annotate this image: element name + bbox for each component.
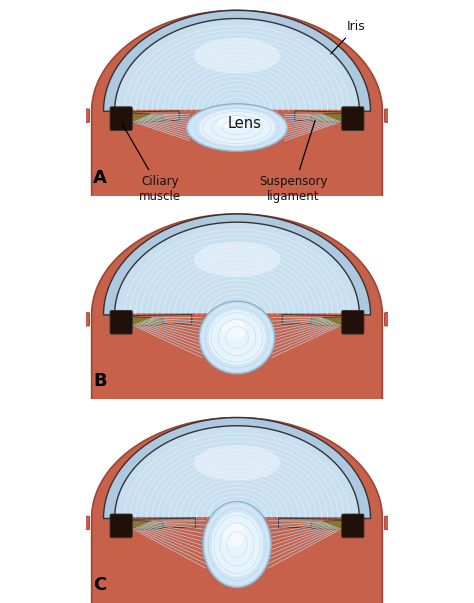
Polygon shape xyxy=(295,111,360,121)
Ellipse shape xyxy=(193,242,281,277)
Text: Ciliary
muscle: Ciliary muscle xyxy=(122,124,181,203)
Ellipse shape xyxy=(209,310,265,365)
Ellipse shape xyxy=(187,104,287,151)
FancyBboxPatch shape xyxy=(342,107,364,130)
Ellipse shape xyxy=(203,502,271,587)
Polygon shape xyxy=(311,113,344,123)
Ellipse shape xyxy=(199,301,275,374)
FancyBboxPatch shape xyxy=(61,109,90,122)
Text: Lens: Lens xyxy=(228,116,261,131)
Polygon shape xyxy=(311,520,344,530)
FancyBboxPatch shape xyxy=(110,107,132,130)
FancyBboxPatch shape xyxy=(384,109,413,122)
Text: C: C xyxy=(93,576,106,594)
FancyBboxPatch shape xyxy=(342,311,364,334)
Ellipse shape xyxy=(193,446,281,481)
Polygon shape xyxy=(91,214,383,426)
Text: B: B xyxy=(93,373,107,391)
Polygon shape xyxy=(279,518,360,528)
Text: Suspensory
ligament: Suspensory ligament xyxy=(259,121,328,203)
Polygon shape xyxy=(115,222,359,315)
FancyBboxPatch shape xyxy=(384,312,413,326)
FancyBboxPatch shape xyxy=(110,514,132,538)
FancyBboxPatch shape xyxy=(342,514,364,538)
Text: A: A xyxy=(93,169,107,187)
Polygon shape xyxy=(130,520,163,530)
FancyBboxPatch shape xyxy=(110,311,132,334)
Ellipse shape xyxy=(211,512,263,576)
Polygon shape xyxy=(115,19,359,111)
FancyBboxPatch shape xyxy=(61,312,90,326)
Ellipse shape xyxy=(222,320,246,339)
Ellipse shape xyxy=(193,38,281,74)
Polygon shape xyxy=(311,317,344,326)
Ellipse shape xyxy=(223,523,245,547)
Polygon shape xyxy=(114,111,179,121)
FancyBboxPatch shape xyxy=(61,516,90,529)
Polygon shape xyxy=(130,113,163,123)
Polygon shape xyxy=(103,418,371,519)
Polygon shape xyxy=(130,317,163,326)
Polygon shape xyxy=(282,315,360,324)
Ellipse shape xyxy=(218,116,250,129)
Polygon shape xyxy=(103,214,371,315)
Polygon shape xyxy=(115,426,359,519)
Text: Iris: Iris xyxy=(331,20,365,54)
Ellipse shape xyxy=(199,110,275,145)
Polygon shape xyxy=(91,418,383,603)
FancyBboxPatch shape xyxy=(384,516,413,529)
Polygon shape xyxy=(114,518,195,528)
Polygon shape xyxy=(103,10,371,111)
Polygon shape xyxy=(91,10,383,223)
Polygon shape xyxy=(114,315,192,324)
